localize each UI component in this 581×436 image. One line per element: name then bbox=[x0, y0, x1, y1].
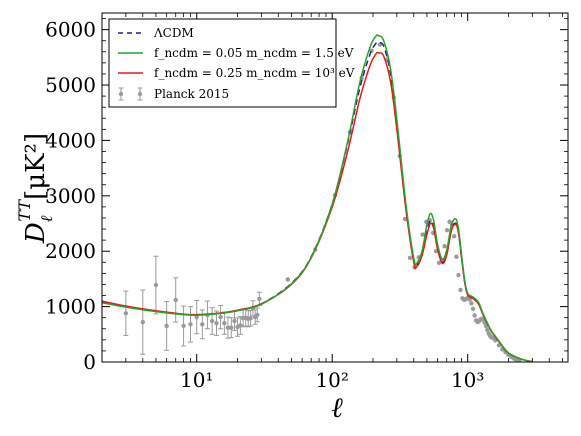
y-tick-label: 2000 bbox=[45, 239, 96, 263]
data-point bbox=[402, 216, 408, 222]
data-point bbox=[140, 319, 145, 325]
data-point bbox=[173, 297, 178, 303]
data-point bbox=[200, 322, 205, 327]
data-point bbox=[456, 272, 461, 278]
legend-item-3-swatch-dot bbox=[118, 91, 124, 97]
y-axis-title: DℓTT[μK²] bbox=[15, 133, 56, 244]
data-point bbox=[257, 296, 262, 302]
y-tick-label: 1000 bbox=[45, 295, 96, 319]
data-point bbox=[248, 316, 253, 321]
y-tick-label: 4000 bbox=[45, 128, 96, 152]
data-point bbox=[153, 282, 159, 288]
data-point bbox=[454, 254, 459, 259]
data-point bbox=[496, 343, 502, 348]
x-axis-title: ℓ bbox=[331, 391, 343, 424]
data-point bbox=[222, 321, 227, 326]
axis-ticks: 0 1000 2000 3000 4000 5000 6000 10¹ 10² 10³ bbox=[45, 13, 568, 392]
data-point bbox=[285, 277, 290, 282]
data-point bbox=[420, 232, 425, 237]
legend-item-1-label: f_ncdm = 0.05 m_ncdm = 1.5 eV bbox=[154, 46, 354, 60]
ncdm-005-line bbox=[102, 34, 533, 362]
data-point bbox=[472, 313, 477, 318]
data-point bbox=[188, 322, 193, 327]
y-axis-title-text: DℓTT[μK²] bbox=[15, 133, 56, 244]
legend-box bbox=[108, 18, 337, 108]
data-point bbox=[436, 260, 442, 266]
data-point bbox=[194, 314, 199, 320]
data-point bbox=[225, 325, 231, 330]
legend-item-2-label: f_ncdm = 0.25 m_ncdm = 10³ eV bbox=[154, 66, 355, 80]
series-layer bbox=[102, 34, 533, 362]
data-point bbox=[209, 318, 215, 324]
y-tick-label: 3000 bbox=[45, 184, 96, 208]
y-tick-label: 6000 bbox=[45, 18, 96, 42]
data-point bbox=[483, 323, 489, 329]
legend: ΛCDM f_ncdm = 0.05 m_ncdm = 1.5 eV f_ncdm … bbox=[108, 18, 355, 108]
data-point bbox=[407, 255, 413, 261]
data-point bbox=[470, 306, 476, 312]
data-point bbox=[451, 234, 457, 239]
data-point bbox=[442, 244, 447, 249]
legend-item-3-label: Planck 2015 bbox=[154, 87, 229, 101]
y-tick-label: 0 bbox=[83, 350, 96, 374]
data-point bbox=[485, 327, 490, 333]
plot-frame bbox=[101, 12, 569, 363]
x-tick-label: 10² bbox=[315, 368, 348, 392]
x-tick-label: 10¹ bbox=[180, 368, 213, 392]
data-point bbox=[255, 312, 260, 318]
data-point bbox=[164, 323, 169, 329]
data-point bbox=[444, 227, 450, 233]
legend-item-0-label: ΛCDM bbox=[153, 26, 194, 40]
data-point bbox=[458, 287, 463, 293]
data-point bbox=[469, 301, 474, 306]
data-point bbox=[232, 318, 237, 324]
legend-item-3-swatch-dot bbox=[137, 91, 143, 97]
data-point bbox=[218, 314, 223, 320]
data-point bbox=[229, 325, 234, 330]
x-tick-label: 10³ bbox=[451, 368, 484, 392]
data-point bbox=[181, 323, 186, 329]
data-point bbox=[214, 321, 219, 326]
axis-titles: ℓ DℓTT[μK²] bbox=[15, 133, 343, 424]
data-point bbox=[123, 311, 129, 316]
y-tick-label: 5000 bbox=[45, 73, 96, 97]
